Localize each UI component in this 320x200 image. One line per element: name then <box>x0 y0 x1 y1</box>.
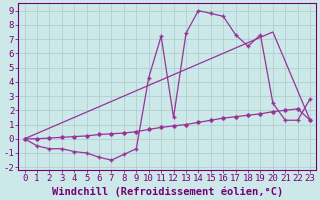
X-axis label: Windchill (Refroidissement éolien,°C): Windchill (Refroidissement éolien,°C) <box>52 186 283 197</box>
